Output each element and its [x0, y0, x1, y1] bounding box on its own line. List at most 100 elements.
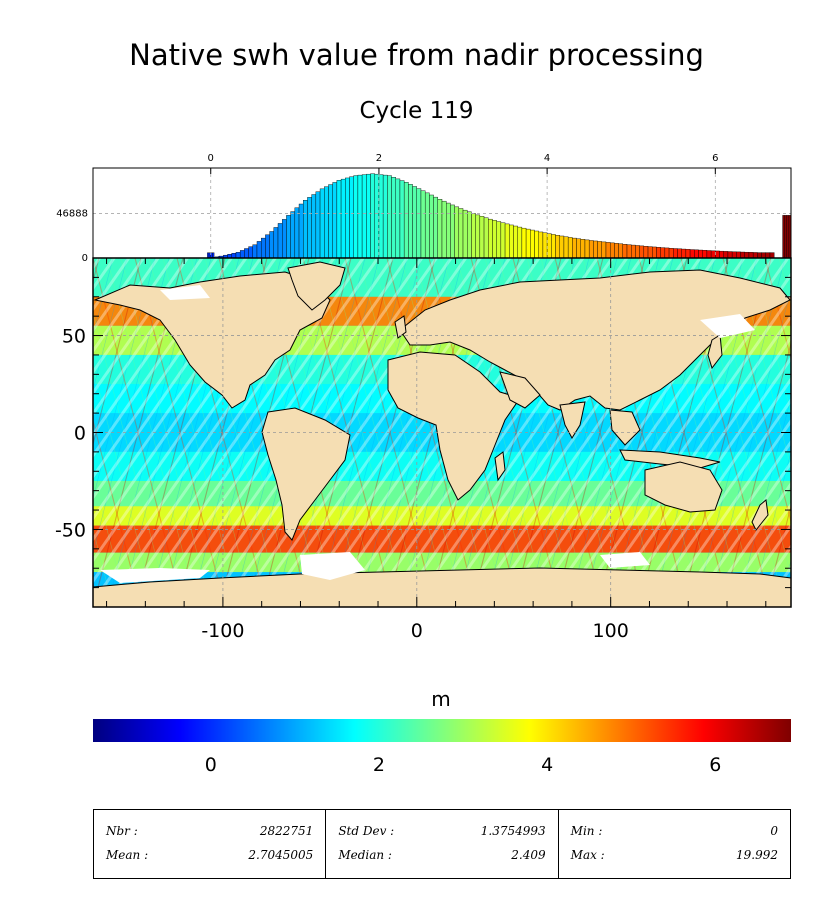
- satellite-track: [0, 258, 29, 607]
- land-masses: [93, 261, 791, 607]
- histogram-bar: [361, 174, 367, 258]
- stats-cell-range: Min : 0 Max : 19.992: [559, 810, 790, 878]
- histogram-bar: [458, 208, 464, 258]
- std-value: 1.3754993: [480, 824, 546, 838]
- histogram-bar: [345, 177, 350, 258]
- histogram-bar: [248, 246, 253, 258]
- histogram-y-tick-label: 0: [82, 253, 88, 264]
- sea-ice: [100, 285, 755, 583]
- colorbar-label: m: [431, 687, 450, 711]
- mean-label: Mean :: [106, 848, 149, 862]
- colorbar-ticks: 0 2 4 6: [205, 754, 722, 776]
- max-label: Max :: [570, 848, 605, 862]
- histogram-bar: [298, 203, 304, 258]
- satellite-track: [0, 258, 57, 607]
- histogram-bar: [517, 226, 523, 258]
- histogram-bar: [207, 252, 210, 258]
- colorbar-tick-label: 6: [709, 754, 721, 776]
- histogram-bar: [618, 243, 624, 258]
- satellite-track: [0, 258, 15, 607]
- histogram-bar: [559, 235, 565, 258]
- histogram-bar: [572, 237, 577, 258]
- histogram-bar: [609, 242, 615, 258]
- new-zealand: [751, 499, 769, 531]
- indonesia: [619, 449, 721, 469]
- satellite-track: [0, 258, 15, 607]
- min-label: Min :: [570, 824, 603, 838]
- histogram-x-tick-label: 4: [544, 153, 550, 164]
- histogram-bar: [471, 213, 476, 258]
- map-x-tick-label: -100: [201, 620, 244, 642]
- colorbar-tick-label: 0: [205, 754, 217, 776]
- map-y-tick-label: -50: [55, 519, 86, 541]
- histogram-bar: [601, 241, 607, 258]
- histogram-bar: [366, 173, 371, 258]
- histogram-bars: [207, 173, 791, 258]
- histogram-bar: [332, 182, 338, 258]
- histogram-bar: [563, 236, 569, 258]
- uk: [394, 315, 407, 339]
- statistics-table: Nbr : 2822751 Mean : 2.7045005 Std Dev : 1.…: [93, 809, 791, 879]
- map-x-tick-label: 0: [411, 620, 423, 642]
- histogram-bar: [685, 249, 691, 258]
- histogram-bar: [538, 231, 544, 258]
- histogram-bar: [677, 248, 682, 258]
- colorbar: m 0 2 4 6: [93, 687, 791, 776]
- histogram-bar: [740, 251, 745, 258]
- nbr-value: 2822751: [259, 824, 314, 838]
- histogram-bar: [534, 230, 539, 258]
- histogram-bar: [353, 175, 359, 258]
- histogram-bar: [336, 180, 342, 258]
- histogram-bar: [391, 177, 396, 258]
- histogram-bar: [387, 175, 392, 258]
- histogram-bar: [269, 231, 275, 258]
- satellite-track: [793, 258, 833, 607]
- satellite-track: [0, 258, 43, 607]
- std-label: Std Dev :: [338, 824, 395, 838]
- histogram-bar: [769, 252, 775, 258]
- histogram-bar: [395, 178, 401, 258]
- histogram-bar: [303, 200, 308, 258]
- south-america: [261, 407, 351, 541]
- histogram-bar: [256, 241, 262, 258]
- histogram-bar: [382, 174, 388, 258]
- chart-title: Native swh value from nadir processing: [129, 38, 704, 72]
- histogram-bar: [286, 215, 291, 258]
- histogram-bar: [416, 188, 422, 258]
- histogram-bar: [429, 194, 434, 258]
- histogram-bar: [307, 197, 312, 258]
- histogram-bar: [698, 249, 703, 258]
- histogram-bar: [567, 237, 573, 258]
- map-y-tick-label: 50: [62, 326, 86, 348]
- arabia: [499, 371, 541, 409]
- median-value: 2.409: [511, 848, 546, 862]
- histogram-bar: [605, 242, 611, 258]
- map-y-ticks: 50 0 -50: [55, 276, 791, 589]
- map-panel: -100 0 100 50 0 -50: [0, 257, 833, 642]
- north-america: [93, 271, 331, 409]
- histogram-bar: [584, 239, 590, 258]
- histogram-bar: [639, 245, 645, 258]
- histogram-bar: [782, 215, 785, 258]
- histogram-bar: [294, 207, 300, 258]
- histogram-bar: [576, 238, 581, 258]
- satellite-track: [807, 258, 833, 607]
- histogram-bar: [509, 224, 514, 258]
- histogram-bar: [446, 202, 451, 258]
- histogram-bar: [664, 247, 670, 258]
- histogram-bar: [282, 219, 287, 258]
- histogram-bar: [450, 204, 455, 258]
- histogram-bar: [622, 244, 628, 258]
- histogram-bar: [273, 227, 279, 258]
- histogram-bar: [784, 215, 787, 258]
- histogram-bar: [235, 252, 241, 258]
- stats-cell-spread: Std Dev : 1.3754993 Median : 2.409: [326, 810, 559, 878]
- histogram-bar: [593, 240, 598, 258]
- histogram-bar: [757, 252, 762, 258]
- histogram-bar: [408, 184, 413, 258]
- satellite-track: [0, 258, 1, 607]
- histogram-bar: [681, 248, 687, 258]
- histogram-bar: [631, 244, 636, 258]
- histogram-bar: [399, 180, 405, 258]
